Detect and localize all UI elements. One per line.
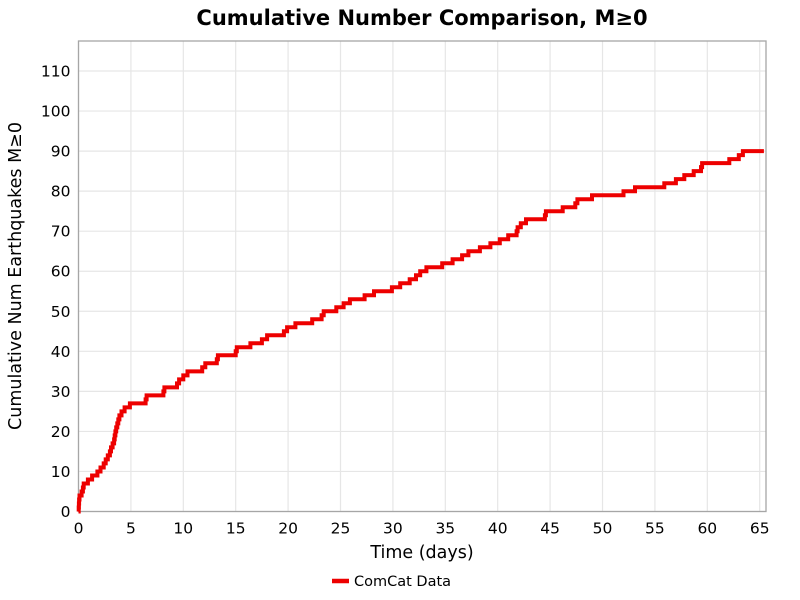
legend: ComCat Data: [332, 574, 451, 590]
y-tick-label: 70: [51, 223, 71, 241]
y-tick-label: 110: [41, 63, 71, 81]
y-tick-label: 90: [51, 143, 71, 161]
y-axis-tick-labels: 0 10 20 30 40 50 60 70 80 90 100 110: [41, 63, 71, 521]
y-tick-label: 100: [41, 103, 71, 121]
x-tick-label: 15: [226, 520, 246, 538]
x-tick-label: 20: [278, 520, 298, 538]
x-tick-label: 60: [697, 520, 717, 538]
y-axis-label: Cumulative Num Earthquakes M≥0: [6, 122, 26, 430]
x-tick-label: 0: [74, 520, 84, 538]
x-tick-label: 10: [173, 520, 193, 538]
y-tick-label: 60: [51, 263, 71, 281]
y-tick-label: 20: [51, 423, 71, 441]
plot-panel-border: [77, 40, 767, 513]
x-tick-label: 35: [435, 520, 455, 538]
x-axis-tick-labels: 0 5 10 15 20 25 30 35 40 45 50 55 60 65: [74, 520, 770, 538]
y-tick-label: 80: [51, 183, 71, 201]
y-tick-label: 50: [51, 303, 71, 321]
y-tick-label: 10: [51, 463, 71, 481]
x-axis-label: Time (days): [369, 543, 473, 563]
x-tick-label: 25: [331, 520, 351, 538]
y-tick-label: 40: [51, 343, 71, 361]
x-tick-label: 45: [540, 520, 560, 538]
y-tick-label: 0: [61, 503, 71, 521]
legend-entry-label: ComCat Data: [354, 574, 451, 590]
x-tick-label: 30: [383, 520, 403, 538]
x-tick-label: 55: [645, 520, 665, 538]
chart-title: Cumulative Number Comparison, M≥0: [196, 6, 647, 30]
x-tick-label: 65: [750, 520, 770, 538]
y-tick-label: 30: [51, 383, 71, 401]
x-tick-label: 50: [593, 520, 613, 538]
plot-panel-background: [78, 41, 766, 512]
x-tick-label: 5: [126, 520, 136, 538]
comcat-step-line: [76, 149, 764, 514]
x-tick-label: 40: [488, 520, 508, 538]
